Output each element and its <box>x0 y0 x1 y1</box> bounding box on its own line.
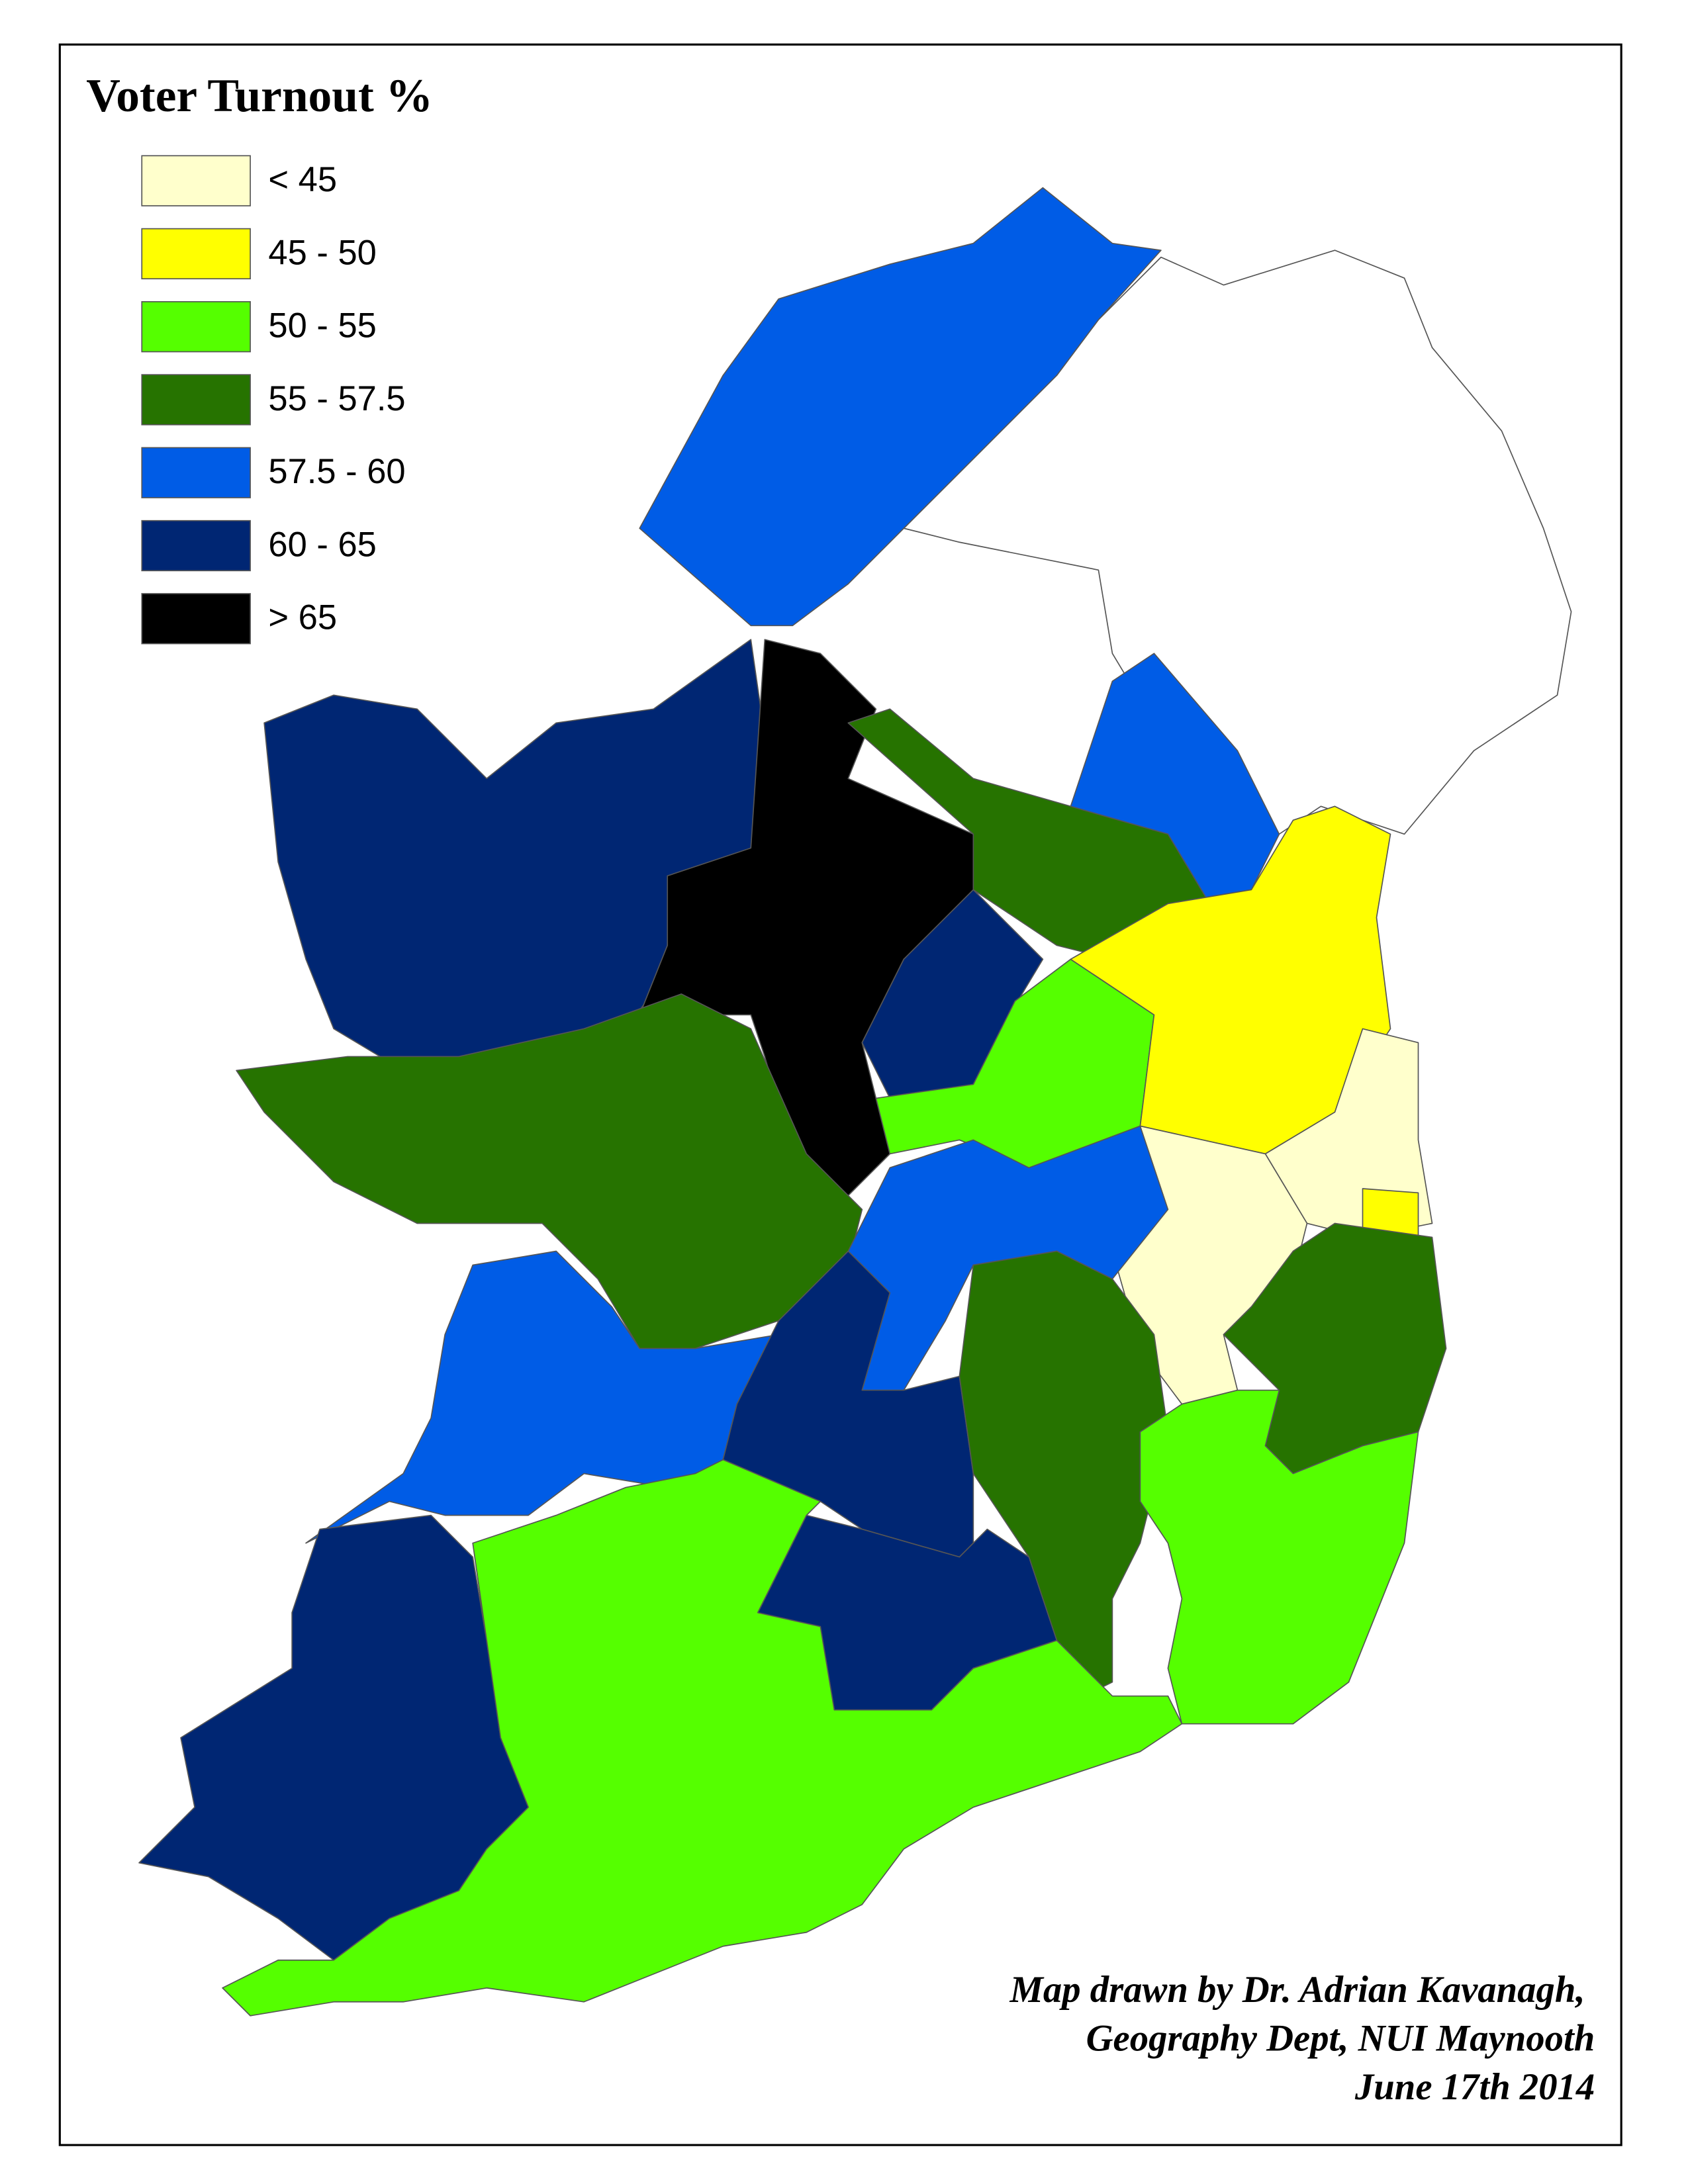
legend-swatch <box>141 155 251 206</box>
legend-label: 50 - 55 <box>268 306 376 345</box>
legend-label: 60 - 65 <box>268 525 376 564</box>
legend-swatch <box>141 301 251 353</box>
legend-label: < 45 <box>268 160 337 199</box>
regions <box>138 187 1572 2017</box>
legend-label: 55 - 57.5 <box>268 379 405 418</box>
region <box>222 1459 1183 2017</box>
legend-swatch <box>141 520 251 572</box>
region <box>639 187 1162 627</box>
region <box>1070 653 1280 905</box>
region <box>959 1250 1169 1697</box>
legend-swatch <box>141 593 251 645</box>
region <box>1139 1389 1419 1725</box>
legend: < 45 45 - 50 50 - 55 55 - 57.5 57.5 - 60 60 -… <box>141 155 406 645</box>
legend-label: > 65 <box>268 598 337 637</box>
legend-label: 57.5 - 60 <box>268 452 405 491</box>
credit-line: Geography Dept, NUI Maynooth <box>1086 2017 1595 2059</box>
credit-line: Map drawn by Dr. Adrian Kavanagh, <box>1009 1969 1585 2011</box>
legend-swatch <box>141 447 251 498</box>
legend-swatch <box>141 374 251 426</box>
credit-line: June 17th 2014 <box>1354 2066 1595 2108</box>
legend-label: 45 - 50 <box>268 233 376 272</box>
legend-swatch <box>141 228 251 280</box>
map-title: Voter Turnout % <box>86 69 433 122</box>
